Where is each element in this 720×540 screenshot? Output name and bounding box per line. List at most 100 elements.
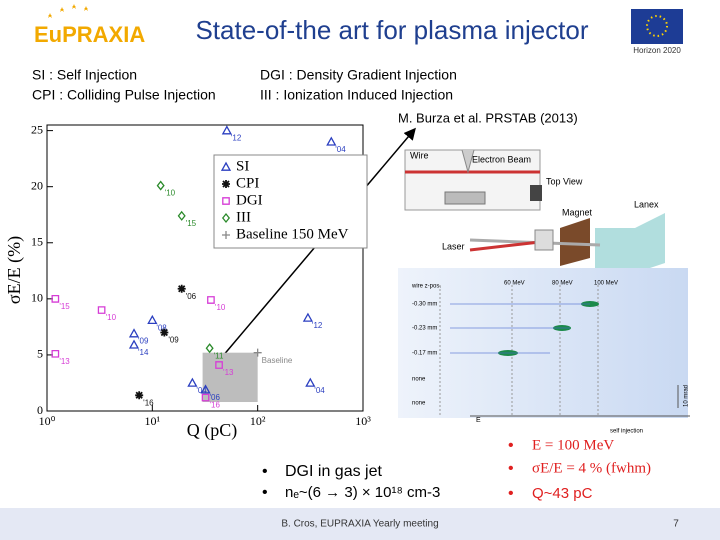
legend-label: III bbox=[236, 209, 251, 225]
marker bbox=[128, 328, 140, 338]
y-tick-label: 20 bbox=[31, 178, 43, 192]
point-label: '13 bbox=[59, 357, 70, 366]
program: Horizon 2020 bbox=[633, 46, 681, 55]
marker bbox=[97, 306, 106, 314]
y-tick-label: 10 bbox=[31, 291, 43, 305]
spectrum-label: none bbox=[412, 401, 426, 407]
marker bbox=[135, 391, 144, 400]
point-label: '09 bbox=[138, 337, 149, 346]
bullet: • bbox=[262, 463, 268, 480]
marker bbox=[221, 125, 232, 135]
y-tick-label: 0 bbox=[37, 403, 43, 417]
definition: III : Ionization Induced Injection bbox=[260, 87, 453, 103]
point-label: '04 bbox=[196, 386, 207, 395]
y-axis-label: σE/E (%) bbox=[4, 236, 25, 304]
marker bbox=[147, 314, 158, 325]
bullet-text: DGI in gas jet bbox=[285, 463, 382, 480]
marker bbox=[177, 284, 186, 293]
point-label: '16 bbox=[210, 401, 221, 410]
spectrum-label: 60 MeV bbox=[504, 281, 525, 287]
spectrum-label: 10 mrad bbox=[684, 385, 690, 407]
setup-label: Magnet bbox=[562, 207, 593, 217]
legend-box bbox=[213, 154, 368, 249]
spectrum-label: 80 MeV bbox=[552, 281, 573, 287]
baseline-region bbox=[202, 352, 258, 403]
marker bbox=[221, 212, 231, 224]
point-label: '11 bbox=[214, 351, 224, 360]
point-label: '14 bbox=[138, 348, 149, 357]
marker bbox=[51, 349, 60, 358]
bullet-text: E = 100 MeV bbox=[532, 437, 614, 453]
setup-label: Top View bbox=[546, 176, 583, 186]
legend-label: Baseline 150 MeV bbox=[236, 226, 349, 242]
marker bbox=[222, 231, 230, 239]
spectrum-label: -0.17 mm bbox=[412, 351, 437, 357]
spectrum-image bbox=[398, 268, 690, 418]
marker bbox=[128, 339, 140, 349]
page-number: 7 bbox=[673, 519, 679, 530]
marker bbox=[156, 180, 165, 191]
bullet-text: Q~43 pC bbox=[532, 485, 593, 502]
spectrum-label: self injection bbox=[610, 429, 643, 435]
marker bbox=[200, 384, 211, 394]
y-tick-label: 5 bbox=[37, 347, 43, 361]
x-tick-label: 10² bbox=[250, 414, 266, 428]
marker bbox=[160, 328, 169, 337]
setup-label: Electron Beam bbox=[472, 154, 531, 164]
point-label: '10 bbox=[106, 313, 117, 322]
bullet: • bbox=[508, 485, 514, 502]
point-label: '16 bbox=[143, 398, 154, 407]
bullet: • bbox=[262, 484, 268, 501]
setup-label: Laser bbox=[442, 241, 465, 251]
point-label: '15 bbox=[59, 302, 70, 311]
point-label: '09 bbox=[168, 336, 179, 345]
marker bbox=[177, 210, 186, 221]
marker bbox=[222, 197, 230, 205]
point-label: Baseline bbox=[262, 356, 293, 365]
y-tick-label: 25 bbox=[31, 122, 43, 136]
y-tick-label: 15 bbox=[31, 235, 43, 249]
point-label: '13 bbox=[223, 368, 234, 377]
slide-title: State-of-the art for plasma injector bbox=[195, 15, 588, 45]
marker bbox=[326, 136, 337, 146]
marker bbox=[207, 296, 215, 304]
marker bbox=[253, 348, 262, 357]
setup-label: Wire bbox=[410, 150, 429, 160]
point-label: '06 bbox=[186, 292, 197, 301]
point-label: '10 bbox=[215, 303, 226, 312]
bullet: • bbox=[508, 437, 514, 454]
point-label: '15 bbox=[186, 219, 197, 228]
marker bbox=[222, 180, 230, 188]
marker bbox=[220, 161, 232, 171]
marker bbox=[201, 393, 210, 402]
setup-diagram bbox=[404, 149, 665, 273]
logo: EuPRAXIA bbox=[34, 4, 145, 47]
point-label: '12 bbox=[312, 321, 323, 330]
spectrum-label: -0.23 mm bbox=[412, 326, 437, 332]
legend-label: SI bbox=[236, 158, 249, 174]
marker bbox=[205, 343, 214, 354]
bullet-text: nₑ~(6 → 3) × 10¹⁸ cm-3 bbox=[285, 484, 440, 501]
footer-text: B. Cros, EUPRAXIA Yearly meeting bbox=[281, 519, 438, 530]
point-label: '08 bbox=[156, 323, 167, 332]
marker bbox=[305, 377, 316, 387]
point-label: '06 bbox=[210, 393, 221, 402]
marker bbox=[302, 312, 314, 322]
setup-label: Lanex bbox=[634, 199, 659, 209]
marker bbox=[51, 294, 60, 303]
bullet: • bbox=[508, 460, 514, 477]
footer-bar bbox=[0, 508, 720, 540]
x-tick-label: 10³ bbox=[355, 414, 371, 428]
marker bbox=[215, 361, 223, 369]
spectrum-label: -0.30 mm bbox=[412, 302, 437, 308]
spectrum-label: wire z-pos. bbox=[411, 284, 441, 290]
legend-label: CPI bbox=[236, 175, 259, 191]
citation: M. Burza et al. PRSTAB (2013) bbox=[398, 110, 578, 125]
definition: DGI : Density Gradient Injection bbox=[260, 67, 457, 83]
definition: SI : Self Injection bbox=[32, 67, 137, 83]
point-label: '12 bbox=[231, 134, 242, 143]
logo-text: EuPRAXIA bbox=[34, 22, 145, 47]
point-label: '04 bbox=[314, 386, 325, 395]
